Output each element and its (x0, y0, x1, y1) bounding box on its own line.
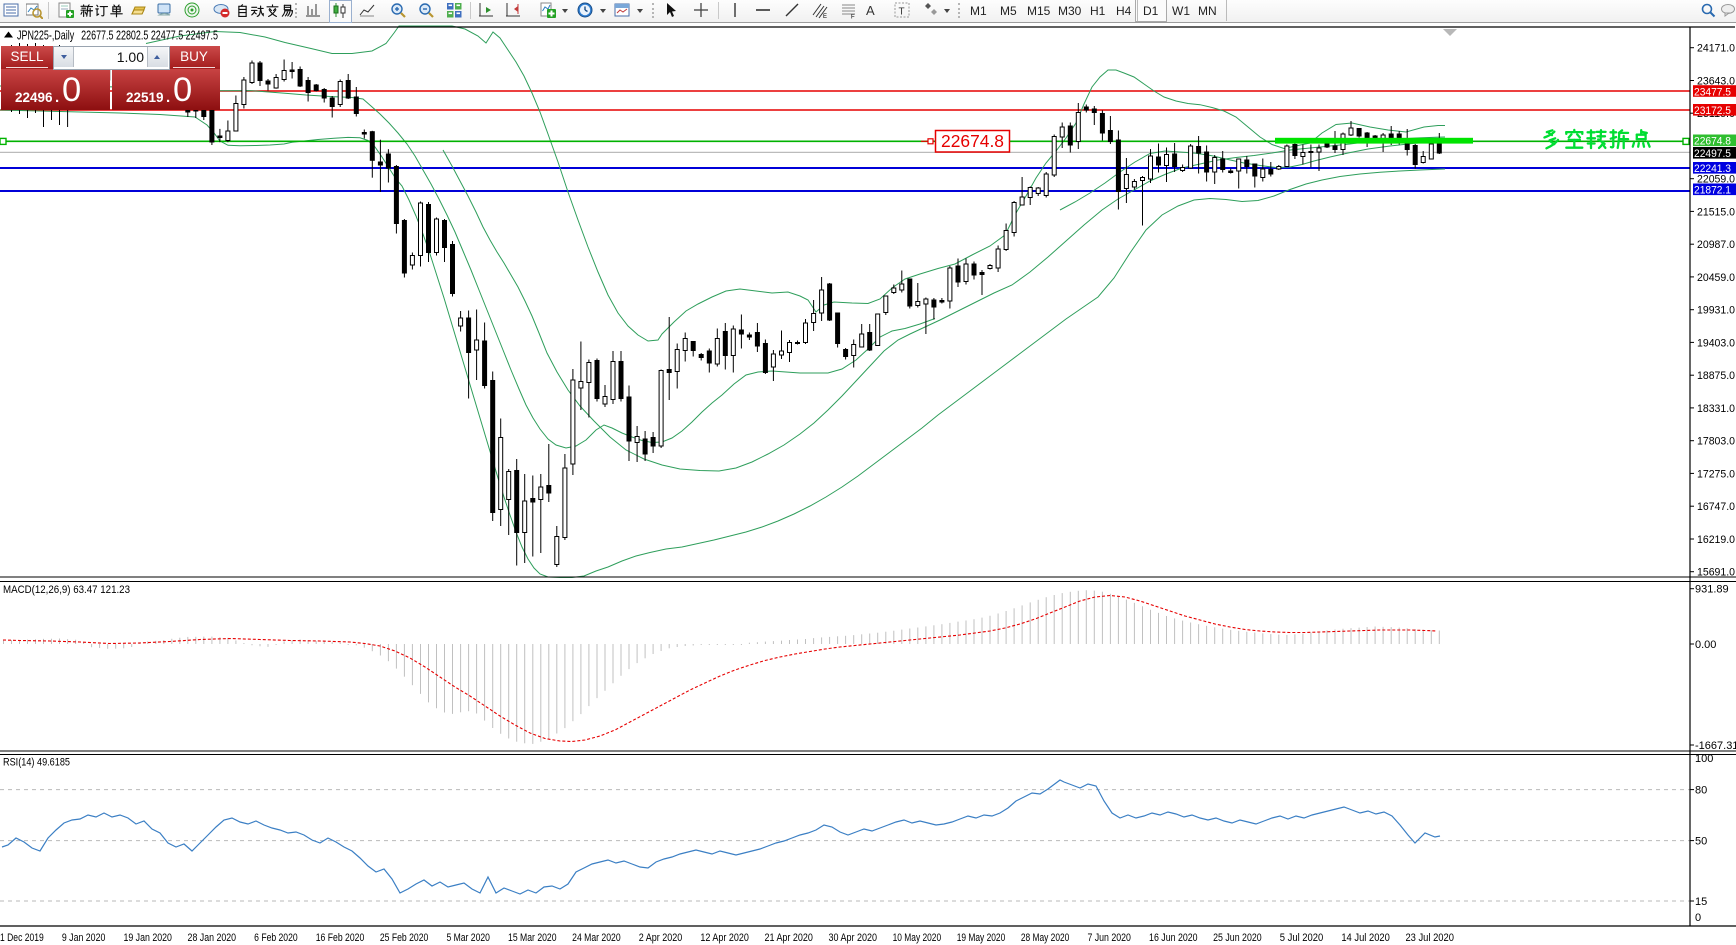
svg-text:MACD(12,26,9) 63.47 121.23: MACD(12,26,9) 63.47 121.23 (3, 584, 130, 596)
svg-text:14 Jul 2020: 14 Jul 2020 (1341, 932, 1390, 944)
svg-text:18331.0: 18331.0 (1697, 403, 1735, 415)
svg-text:15691.0: 15691.0 (1697, 567, 1735, 579)
svg-text:31 Dec 2019: 31 Dec 2019 (0, 932, 44, 944)
svg-text:23172.5: 23172.5 (1694, 105, 1731, 117)
svg-text:23477.5: 23477.5 (1694, 86, 1731, 98)
svg-text:23 Jul 2020: 23 Jul 2020 (1405, 932, 1454, 944)
svg-text:25 Jun 2020: 25 Jun 2020 (1213, 932, 1262, 944)
svg-text:15 Mar 2020: 15 Mar 2020 (508, 932, 557, 944)
svg-text:24171.0: 24171.0 (1697, 43, 1735, 55)
svg-text:25 Feb 2020: 25 Feb 2020 (380, 932, 429, 944)
svg-text:-1667.31: -1667.31 (1695, 740, 1736, 752)
svg-text:931.89: 931.89 (1695, 584, 1729, 596)
svg-text:16219.0: 16219.0 (1697, 534, 1735, 546)
svg-text:20459.0: 20459.0 (1697, 272, 1735, 284)
svg-text:16 Feb 2020: 16 Feb 2020 (316, 932, 365, 944)
svg-text:21 Apr 2020: 21 Apr 2020 (764, 932, 813, 944)
svg-text:12 Apr 2020: 12 Apr 2020 (700, 932, 749, 944)
svg-text:21515.0: 21515.0 (1697, 206, 1735, 218)
svg-text:19 May 2020: 19 May 2020 (957, 932, 1006, 944)
svg-text:19931.0: 19931.0 (1697, 305, 1735, 317)
svg-text:21872.1: 21872.1 (1694, 185, 1731, 197)
svg-text:22674.8: 22674.8 (941, 131, 1004, 151)
svg-text:22059.0: 22059.0 (1697, 174, 1735, 186)
svg-text:5 Mar 2020: 5 Mar 2020 (446, 932, 490, 944)
svg-text:T: T (899, 7, 905, 18)
svg-text:18875.0: 18875.0 (1697, 370, 1735, 382)
svg-text:7 Jun 2020: 7 Jun 2020 (1087, 932, 1131, 944)
svg-text:28 Jan 2020: 28 Jan 2020 (188, 932, 237, 944)
svg-text:10 May 2020: 10 May 2020 (893, 932, 942, 944)
svg-text:50: 50 (1695, 836, 1707, 848)
svg-text:9 Jan 2020: 9 Jan 2020 (62, 932, 106, 944)
svg-text:20987.0: 20987.0 (1697, 239, 1735, 251)
svg-text:24 Mar 2020: 24 Mar 2020 (572, 932, 621, 944)
svg-text:15: 15 (1695, 896, 1707, 908)
svg-text:22674.8: 22674.8 (1694, 136, 1731, 148)
svg-text:0: 0 (1695, 912, 1701, 924)
svg-text:16747.0: 16747.0 (1697, 501, 1735, 513)
svg-text:100: 100 (1695, 753, 1713, 765)
svg-text:30 Apr 2020: 30 Apr 2020 (829, 932, 878, 944)
svg-text:16 Jun 2020: 16 Jun 2020 (1149, 932, 1198, 944)
svg-text:JPN225-,Daily 22677.5 22802.5: JPN225-,Daily 22677.5 22802.5 22477.5 22… (17, 28, 218, 43)
svg-text:19 Jan 2020: 19 Jan 2020 (123, 932, 172, 944)
svg-text:RSI(14) 49.6185: RSI(14) 49.6185 (3, 757, 70, 769)
svg-text:2 Apr 2020: 2 Apr 2020 (639, 932, 683, 944)
svg-text:E: E (823, 14, 827, 19)
svg-text:17803.0: 17803.0 (1697, 436, 1735, 448)
svg-text:0.00: 0.00 (1695, 639, 1716, 651)
svg-text:5 Jul 2020: 5 Jul 2020 (1280, 932, 1324, 944)
svg-text:19403.0: 19403.0 (1697, 337, 1735, 349)
svg-text:22241.3: 22241.3 (1694, 163, 1731, 175)
svg-text:22497.5: 22497.5 (1694, 148, 1731, 160)
svg-text:17275.0: 17275.0 (1697, 468, 1735, 480)
svg-text:F: F (851, 15, 855, 20)
svg-text:23643.0: 23643.0 (1697, 76, 1735, 88)
svg-text:6 Feb 2020: 6 Feb 2020 (254, 932, 298, 944)
svg-text:80: 80 (1695, 785, 1707, 797)
svg-text:28 May 2020: 28 May 2020 (1021, 932, 1070, 944)
